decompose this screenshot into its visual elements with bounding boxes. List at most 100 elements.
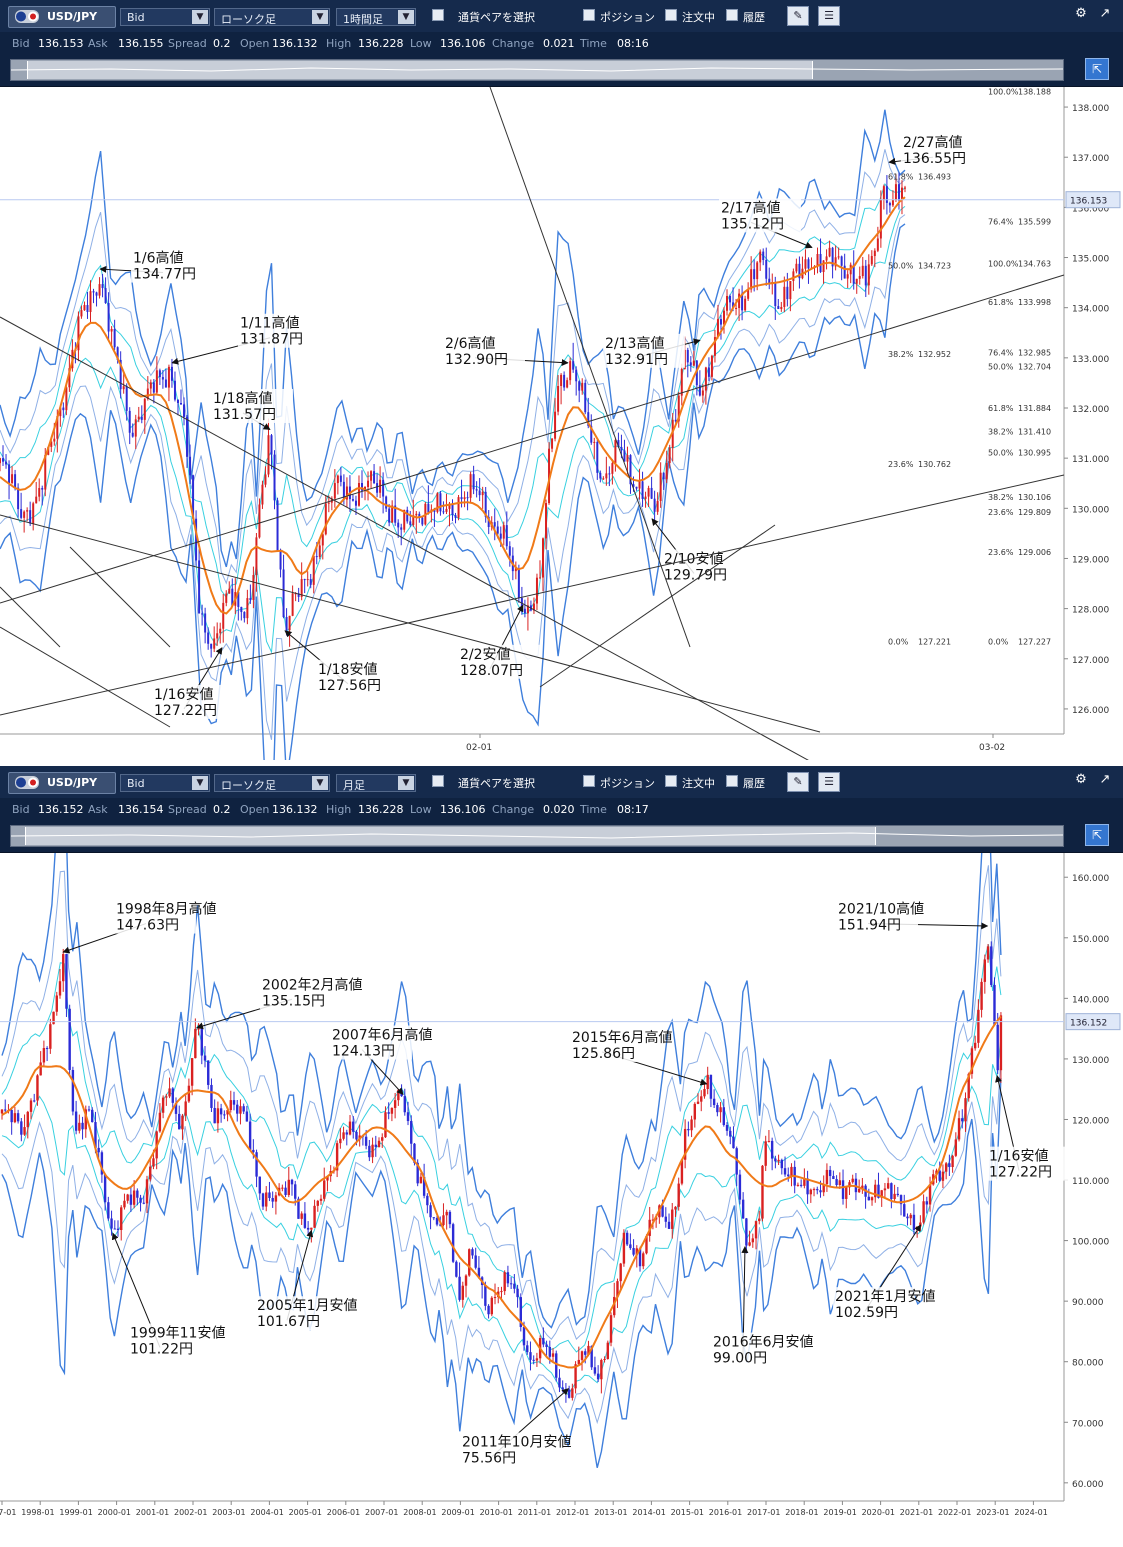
candle-body <box>906 1216 909 1219</box>
pair-select-checkbox[interactable] <box>432 9 444 21</box>
low-label: Low <box>410 803 432 816</box>
position-checkbox[interactable] <box>583 775 595 787</box>
candle-body <box>252 575 255 600</box>
annotation-date: 1999年11安値 <box>130 1325 225 1341</box>
price-type-select[interactable]: Bid ▼ <box>120 8 210 26</box>
candle-body <box>886 1183 890 1189</box>
expand-arrow-icon: ⇱ <box>1091 828 1103 842</box>
candle-body <box>77 316 80 351</box>
candle-body <box>237 592 240 607</box>
quote-bar: Bid 136.152 Ask 136.154 Spread 0.2 Open … <box>0 798 1123 820</box>
draw-tool-button[interactable]: ✎ <box>787 772 809 792</box>
draw-tool-button[interactable]: ✎ <box>787 6 809 26</box>
candle-body <box>355 1131 358 1140</box>
annotation-background <box>152 684 234 719</box>
candle-body <box>376 483 379 493</box>
candle-body <box>249 598 252 600</box>
indicator-list-button[interactable]: ☰ <box>818 772 840 792</box>
candle-body <box>370 471 373 481</box>
timeframe-select[interactable]: 月足 ▼ <box>336 774 416 792</box>
pair-select-checkbox[interactable] <box>432 775 444 787</box>
pair-select-label: 通貨ペアを選択 <box>458 11 535 24</box>
bollinger-lower-inner <box>1 1037 1002 1396</box>
chart-type-select[interactable]: ローソク足 ▼ <box>214 8 330 26</box>
navigator-scrollbar[interactable] <box>10 825 1064 847</box>
navigator-scrollbar[interactable] <box>10 59 1064 81</box>
bollinger-upper-mid <box>1 865 1002 1340</box>
candle-body <box>683 1128 687 1160</box>
history-checkbox[interactable] <box>726 9 738 21</box>
timeframe-select[interactable]: 1時間足 ▼ <box>336 8 416 26</box>
candle-body <box>387 1112 390 1114</box>
time-value: 08:17 <box>617 803 649 816</box>
symbol-selector[interactable]: USD/JPY <box>8 6 116 28</box>
navigator-expand-button[interactable]: ⇱ <box>1085 58 1109 80</box>
candle-body <box>457 497 460 518</box>
plot-background <box>0 853 1064 1501</box>
candle-body <box>455 1261 458 1277</box>
candle-body <box>62 954 65 982</box>
candle-body <box>16 1113 20 1122</box>
annotation-price: 127.56円 <box>318 678 381 694</box>
annotation-date: 2/17高値 <box>721 199 780 216</box>
candle-body <box>284 1187 287 1195</box>
annotation-background <box>114 899 196 934</box>
candle-body <box>265 1192 268 1207</box>
candle-body <box>487 516 490 527</box>
popout-button[interactable]: ↗ <box>1095 4 1115 24</box>
candle-body <box>664 1216 668 1222</box>
candle-body <box>698 385 701 396</box>
candle-body <box>493 1297 497 1299</box>
x-tick-label: 2019-01 <box>823 1508 856 1517</box>
annotation-background <box>443 333 525 368</box>
draw-icon: ✎ <box>793 9 803 22</box>
candle-body <box>4 1109 7 1111</box>
navigator-expand-button[interactable]: ⇱ <box>1085 824 1109 846</box>
candle-body <box>406 509 409 522</box>
candle-body <box>851 1178 854 1183</box>
indicator-list-button[interactable]: ☰ <box>818 6 840 26</box>
y-tick-label: 160.000 <box>1072 874 1109 884</box>
candle-body <box>885 186 888 203</box>
candle-body <box>32 503 35 524</box>
symbol-selector[interactable]: USD/JPY <box>8 772 116 794</box>
candle-body <box>807 259 810 269</box>
fibonacci-percent: 100.0% <box>988 88 1019 97</box>
position-checkbox[interactable] <box>583 9 595 21</box>
annotation-background <box>833 1287 915 1322</box>
candle-body <box>744 298 747 311</box>
candle-body <box>593 1367 597 1374</box>
fibonacci-price: 135.599 <box>1018 217 1051 226</box>
popout-button[interactable]: ↗ <box>1095 770 1115 790</box>
price-type-select[interactable]: Bid ▼ <box>120 774 210 792</box>
candle-body <box>825 1169 829 1185</box>
candle-body <box>493 522 496 527</box>
bollinger-lower-mid <box>0 214 906 740</box>
x-tick-label: 2002-01 <box>174 1508 207 1517</box>
candle-body <box>367 480 370 487</box>
history-checkbox[interactable] <box>726 775 738 787</box>
chart-type-select[interactable]: ローソク足 ▼ <box>214 774 330 792</box>
candle-body <box>580 1351 584 1360</box>
candle-body <box>523 608 526 614</box>
candle-body <box>8 464 11 484</box>
candle-body <box>255 1152 258 1177</box>
candle-body <box>83 305 86 311</box>
candle-body <box>852 264 855 284</box>
orders-checkbox[interactable] <box>665 9 677 21</box>
candle-body <box>442 1215 445 1226</box>
settings-button[interactable]: ⚙ <box>1071 4 1091 24</box>
y-tick-label: 131.000 <box>1072 455 1109 465</box>
orders-checkbox[interactable] <box>665 775 677 787</box>
us-jp-flag-icon <box>15 776 39 789</box>
annotation-price: 125.86円 <box>572 1046 635 1062</box>
candle-body <box>629 1244 632 1249</box>
candle-body <box>309 579 312 585</box>
chevron-down-icon: ▼ <box>312 10 328 24</box>
y-tick-label: 60.000 <box>1072 1480 1104 1490</box>
candle-body <box>245 1111 249 1122</box>
settings-button[interactable]: ⚙ <box>1071 770 1091 790</box>
annotation-date: 2015年6月高値 <box>572 1029 673 1046</box>
candle-body <box>780 306 783 310</box>
candle-body <box>345 486 348 500</box>
